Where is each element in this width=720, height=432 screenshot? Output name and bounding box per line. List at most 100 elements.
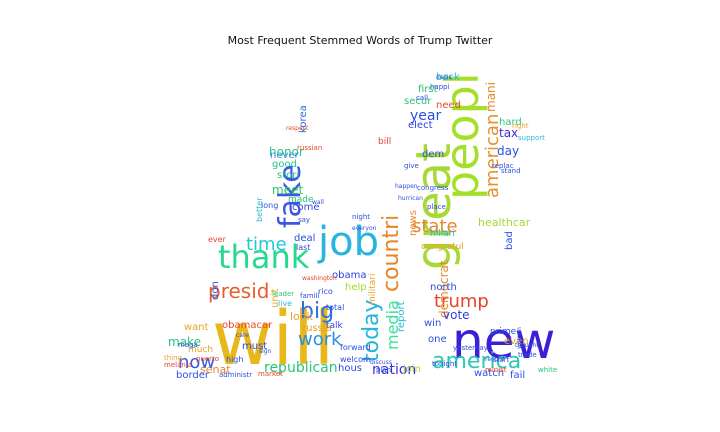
cloud-word-militari: militari (368, 273, 378, 305)
cloud-word-prime: prime (490, 327, 517, 337)
cloud-word-leader: leader (272, 290, 294, 298)
cloud-word-come: come (292, 202, 320, 213)
cloud-word-last: last (296, 243, 310, 252)
cloud-word-work: work (298, 329, 342, 350)
cloud-word-high: high (226, 355, 243, 364)
cloud-word-time: time (246, 234, 287, 255)
cloud-word-now: now (178, 352, 215, 373)
cloud-word-much: much (188, 345, 213, 355)
cloud-word-will: will (212, 296, 334, 382)
cloud-word-even: even (504, 336, 529, 347)
cloud-word-support: support (518, 134, 545, 142)
cloud-word-new: new (452, 312, 555, 370)
cloud-word-call: call (416, 94, 428, 102)
cloud-word-senat: senat (200, 363, 231, 376)
cloud-word-respect: respect (286, 125, 309, 132)
cloud-word-give: give (404, 162, 419, 170)
cloud-word-great: great (406, 143, 462, 270)
cloud-word-better: better (255, 197, 264, 222)
cloud-word-look: look (290, 310, 314, 323)
cloud-word-obama: obama (332, 270, 366, 281)
cloud-word-right: right (512, 122, 529, 130)
cloud-word-stand: stand (501, 167, 521, 175)
cloud-word-big: big (300, 299, 334, 324)
cloud-word-secur: secur (404, 96, 432, 107)
cloud-word-must: must (242, 341, 267, 352)
cloud-word-honor: honor (269, 145, 304, 159)
cloud-word-happen: happen (395, 183, 418, 190)
cloud-word-thank: thank (218, 238, 310, 276)
cloud-word-want: want (184, 322, 209, 333)
cloud-word-discuss: discuss (370, 359, 392, 366)
cloud-word-plan: plan (376, 366, 391, 374)
cloud-word-hard: hard (499, 117, 522, 128)
cloud-word-dem: dem (422, 149, 444, 160)
cloud-word-maga: maga (178, 341, 198, 349)
cloud-word-hous: hous (338, 363, 362, 374)
cloud-word-news: news (408, 210, 419, 236)
cloud-word-made: made (288, 195, 314, 205)
cloud-word-join: join (402, 364, 421, 375)
cloud-word-elect: elect (408, 120, 433, 131)
cloud-word-obamacar: obamacar (222, 320, 273, 331)
cloud-word-help: help (345, 282, 367, 293)
cloud-word-total: total (326, 303, 344, 312)
cloud-word-russia: russia (302, 323, 332, 334)
cloud-word-night: night (352, 213, 370, 221)
cloud-word-state: state (412, 216, 458, 237)
cloud-word-famili: famili (300, 292, 319, 300)
cloud-word-presid: presid (208, 279, 269, 303)
cloud-word-replac: replac (492, 162, 514, 170)
cloud-word-nation: nation (372, 362, 416, 378)
cloud-word-talk: talk (326, 321, 344, 331)
cloud-word-care: care (236, 332, 249, 339)
cloud-word-melania: melania (164, 361, 192, 369)
cloud-word-puerto: puerto (196, 355, 219, 363)
cloud-word-stori: stori (277, 170, 299, 181)
cloud-word-rico: rico (318, 287, 333, 296)
cloud-word-washington: washington (302, 275, 337, 282)
cloud-word-fail: fail (510, 370, 525, 381)
cloud-word-live: live (278, 299, 292, 308)
cloud-word-ever: ever (208, 235, 227, 244)
cloud-word-congratul: congratul (421, 242, 464, 252)
cloud-word-hillari: hillari (430, 229, 455, 239)
cloud-word-long: long (261, 201, 278, 210)
cloud-word-republican: republican (264, 360, 338, 376)
cloud-word-win: win (424, 318, 441, 329)
cloud-word-administr: administr (219, 371, 252, 379)
cloud-word-vote: vote (443, 308, 470, 322)
cloud-word-hurrican: hurrican (398, 195, 423, 202)
cloud-word-job: job (317, 219, 379, 265)
cloud-word-congress: congress (417, 184, 449, 192)
cloud-word-wall: wall (312, 199, 324, 206)
cloud-word-korea: korea (298, 105, 309, 133)
cloud-word-welcom: welcom (340, 355, 371, 364)
cloud-word-healthcar: healthcar (478, 216, 531, 229)
cloud-word-record: record (485, 356, 504, 363)
cloud-word-need: need (436, 100, 461, 111)
cloud-word-yesterday: yesterday (453, 344, 488, 352)
cloud-word-women: women (516, 327, 523, 349)
cloud-word-report: report (396, 301, 407, 332)
cloud-word-everyon: everyon (352, 225, 377, 232)
cloud-word-mani: mani (484, 82, 498, 112)
cloud-word-countri: countri (379, 215, 404, 292)
cloud-word-never: never (270, 150, 300, 161)
cloud-word-say: say (298, 216, 310, 224)
cloud-word-year: year (410, 108, 441, 124)
cloud-word-bad: bad (504, 231, 515, 250)
cloud-word-democrat: democrat (437, 260, 451, 318)
cloud-word-one: one (428, 334, 447, 345)
cloud-word-tax: tax (499, 126, 518, 140)
cloud-word-russian: russian (297, 144, 322, 152)
cloud-word-good: good (272, 159, 297, 170)
cloud-word-america: america (432, 349, 521, 374)
cloud-word-american: american (482, 114, 503, 198)
cloud-word-tonight: tonight (432, 360, 457, 368)
cloud-word-day: day (497, 144, 519, 158)
cloud-word-watch: watch (474, 368, 504, 379)
cloud-word-trump: trump (434, 291, 489, 312)
cloud-word-north: north (430, 282, 457, 293)
